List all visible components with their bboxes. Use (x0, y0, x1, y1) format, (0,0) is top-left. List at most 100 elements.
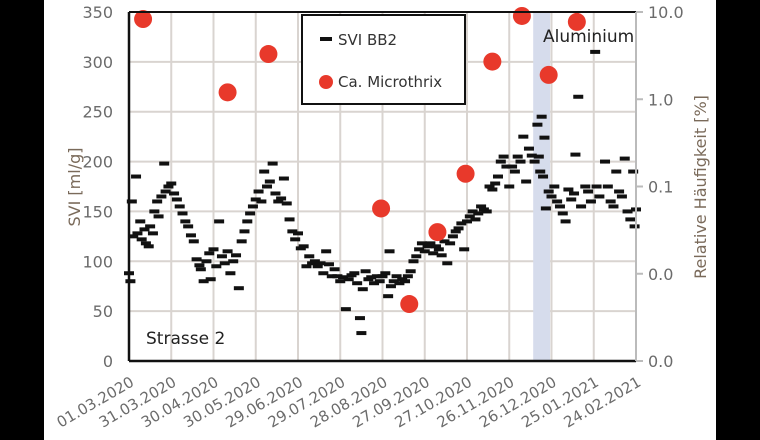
microthrix-point (483, 52, 502, 71)
svi-point (442, 261, 453, 266)
svi-point (450, 229, 461, 234)
svi-point (501, 164, 512, 169)
svi-point (600, 159, 611, 164)
svi-point (256, 199, 267, 204)
svi-point (400, 279, 411, 284)
svi-point (131, 174, 142, 179)
svi-point (125, 279, 136, 284)
microthrix-point (567, 12, 586, 31)
svi-point (487, 187, 498, 192)
svi-point (377, 274, 388, 279)
y-axis-right-label: Relative Häufigkeit [%] (691, 95, 710, 279)
svi-point (228, 259, 239, 264)
svi-point (433, 247, 444, 252)
svi-point (201, 259, 212, 264)
aluminium-period-band (533, 12, 551, 361)
svi-point (484, 184, 495, 189)
svi-point (236, 239, 247, 244)
svi-point (126, 199, 137, 204)
svi-point (239, 229, 250, 234)
svi-point (194, 263, 205, 268)
svi-point (298, 244, 309, 249)
svi-point (183, 224, 194, 229)
svi-point (384, 249, 395, 254)
svi-point (447, 234, 458, 239)
y-right-tick-label: 10.0 (648, 3, 684, 22)
svi-point (602, 184, 613, 189)
svi-point (543, 189, 554, 194)
svi-point (152, 199, 163, 204)
svi-point (185, 233, 196, 238)
svi-point (301, 264, 312, 269)
svi-point (267, 161, 278, 166)
svi-point (573, 94, 584, 99)
legend-circle-marker (319, 75, 333, 89)
svi-point (445, 241, 456, 246)
svi-point (140, 241, 151, 246)
svi-point (233, 286, 244, 291)
svi-point (560, 219, 571, 224)
svi-point (177, 211, 188, 216)
y-left-tick-label: 300 (82, 53, 113, 72)
svi-point (383, 294, 394, 299)
svi-point (329, 267, 340, 272)
svi-point (326, 274, 337, 279)
y-axis-left-label: SVI [ml/g] (65, 148, 84, 227)
svi-point (191, 257, 202, 262)
svi-point (340, 307, 351, 312)
svi-point (153, 214, 164, 219)
svi-point (352, 281, 363, 286)
svi-point (529, 159, 540, 164)
svi-point (467, 209, 478, 214)
svi-point (312, 264, 323, 269)
svi-point (143, 244, 154, 249)
svi-point (416, 241, 427, 246)
svi-point (293, 231, 303, 236)
data-marks (124, 6, 641, 336)
svi-point (135, 219, 146, 224)
svi-point (554, 204, 565, 209)
microthrix-point (456, 164, 475, 183)
svi-point (470, 217, 481, 222)
svi-point (512, 154, 523, 159)
svi-point (276, 196, 287, 201)
microthrix-point (539, 65, 558, 84)
svi-point (216, 254, 227, 259)
svi-point (405, 269, 416, 274)
svi-point (360, 269, 371, 274)
svi-point (411, 254, 422, 259)
svi-point (128, 234, 139, 239)
svi-point (590, 49, 601, 54)
svi-point (166, 181, 177, 186)
legend-entry-svi: SVI BB2 (338, 31, 397, 49)
svi-point (481, 209, 492, 214)
svi-point (473, 211, 484, 216)
svi-point (523, 146, 534, 151)
svi-point (563, 187, 574, 192)
microthrix-point (512, 6, 531, 25)
microthrix-point (259, 45, 278, 64)
svi-point (369, 281, 380, 286)
svi-point (205, 277, 216, 282)
svi-point (356, 331, 367, 336)
aluminium-band (533, 12, 551, 361)
svi-point (539, 135, 550, 140)
svi-point (456, 221, 467, 226)
svi-point (518, 134, 529, 139)
svi-point (619, 156, 630, 161)
svi-point (321, 249, 332, 254)
y-right-tick-label: 0.1 (648, 178, 673, 197)
svi-point (583, 189, 594, 194)
svi-point (462, 219, 472, 224)
svi-point (287, 229, 298, 234)
svi-point (431, 244, 442, 249)
svi-point (374, 279, 385, 284)
svi-point (521, 179, 532, 184)
y-left-tick-label: 250 (82, 103, 113, 122)
svi-point (156, 194, 167, 199)
svi-point (169, 191, 180, 196)
svi-point (629, 224, 640, 229)
svi-point (357, 287, 368, 292)
svi-point (422, 244, 433, 249)
